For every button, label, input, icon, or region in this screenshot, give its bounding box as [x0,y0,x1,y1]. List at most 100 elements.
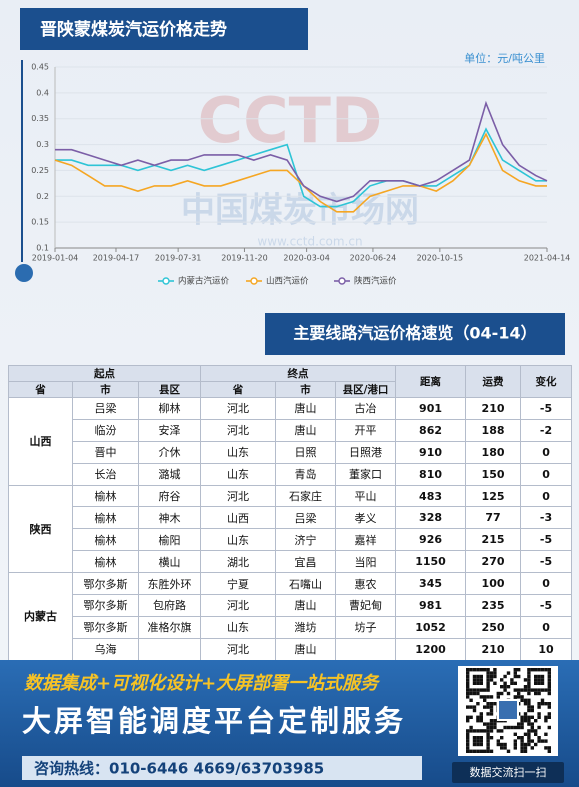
banner: 数据集成+可视化设计+大屏部署一站式服务 大屏智能调度平台定制服务 咨询热线：0… [0,660,579,787]
qr-cell [472,736,477,740]
qr-cell [479,736,483,740]
qr-cell [506,749,511,753]
qr-cell [530,705,534,709]
qr-cell [506,685,511,689]
watermark-name: 中国煤炭市场网 [181,191,419,231]
qr-cell [520,695,524,699]
qr-cell [500,729,504,733]
qr-cell [472,674,477,679]
column-header: 变化 [520,365,573,398]
text-cell: 开平 [335,418,397,442]
qr-cell [493,725,497,730]
qr-cell [489,708,494,713]
qr-cell [486,702,490,706]
column-header: 省 [200,381,277,398]
qr-cell [472,681,477,685]
text-cell: 董家口 [335,462,397,486]
table-row: 长治 潞城 山东 青岛 董家口 810 150 0 [9,462,573,486]
text-cell: 湖北 [200,550,277,574]
qr-cell [520,742,524,747]
qr-cell [513,725,517,730]
header-group: 终点 [200,365,397,382]
qr-cell [517,691,521,696]
text-cell: 府谷 [137,484,202,508]
watermark: CCTD 中国煤炭市场网 www.cctd.com.cn [181,84,419,248]
text-cell: 介休 [137,440,202,464]
qr-cell [479,695,483,699]
qr-cell [486,749,490,753]
qr-cell [527,688,531,692]
qr-cell [540,739,545,743]
number-cell: -5 [520,550,573,574]
qr-cell [527,691,531,696]
qr-cell [483,695,487,699]
side-dot [15,264,33,282]
text-cell: 吕梁 [275,506,337,530]
qr-cell [523,685,528,689]
number-cell: 210 [465,397,522,420]
qr-cell [523,712,528,716]
text-cell: 包府路 [137,594,202,617]
qr-cell [503,725,507,730]
qr-cell [489,749,494,753]
qr-cell [476,715,480,719]
qr-cell [496,742,500,747]
qr-cell [537,702,541,706]
qr-cell [472,691,477,696]
qr-cell [486,668,490,672]
legend-marker [162,277,170,285]
qr-cell [466,678,470,682]
qr-cell [544,668,548,672]
qr-cell [537,736,541,740]
text-cell: 榆林 [72,550,139,574]
text-cell [335,637,397,661]
text-cell: 惠农 [335,572,397,596]
qr-cell [527,668,531,672]
watermark-url: www.cctd.com.cn [257,235,362,249]
qr-cell [472,739,477,743]
qr-cell [479,739,483,743]
qr-cell [534,719,538,723]
qr-cell [472,688,477,692]
qr-cell [547,725,551,730]
qr-cell [540,698,545,702]
qr-cell [513,671,517,675]
qr-cell [527,742,531,747]
table-row: 榆林 榆阳 山东 济宁 嘉祥 926 215 -5 [9,528,573,552]
qr-cell [476,729,480,733]
qr-cell [527,705,531,709]
qr-caption-box [452,762,564,783]
text-cell: 晋中 [72,440,139,464]
qr-cell [476,719,480,723]
qr-cell [537,715,541,719]
qr-cell [534,674,538,679]
header-row: 省市县区省市县区/港口 [8,381,572,398]
qr-cell [527,702,531,706]
header-group: 起点 [7,365,202,382]
number-cell: 981 [395,594,467,617]
qr-cell [469,749,473,753]
qr-cell [517,674,521,679]
text-cell: 宁夏 [200,572,277,596]
qr-cell [469,691,473,696]
qr-cell [476,688,480,692]
qr-cell [547,671,551,675]
qr-cell [530,729,534,733]
qr-cell [466,719,470,723]
qr-cell [544,688,548,692]
qr-cell [479,742,483,747]
watermark-logo: CCTD [198,84,383,157]
qr-cell [466,742,470,747]
qr-cell [496,691,500,696]
qr-cell [466,739,470,743]
qr-cell [496,739,500,743]
qr-cell [537,712,541,716]
qr-cell [527,698,531,702]
qr-cell [537,688,541,692]
hotline: 咨询热线：010-6446 4669/63703985 [34,760,324,778]
number-cell: 1200 [395,637,467,661]
number-cell: 328 [395,506,467,530]
table-row: 榆林 神木 山西 吕梁 孝义 328 77 -3 [9,506,573,530]
qr-cell [527,736,531,740]
